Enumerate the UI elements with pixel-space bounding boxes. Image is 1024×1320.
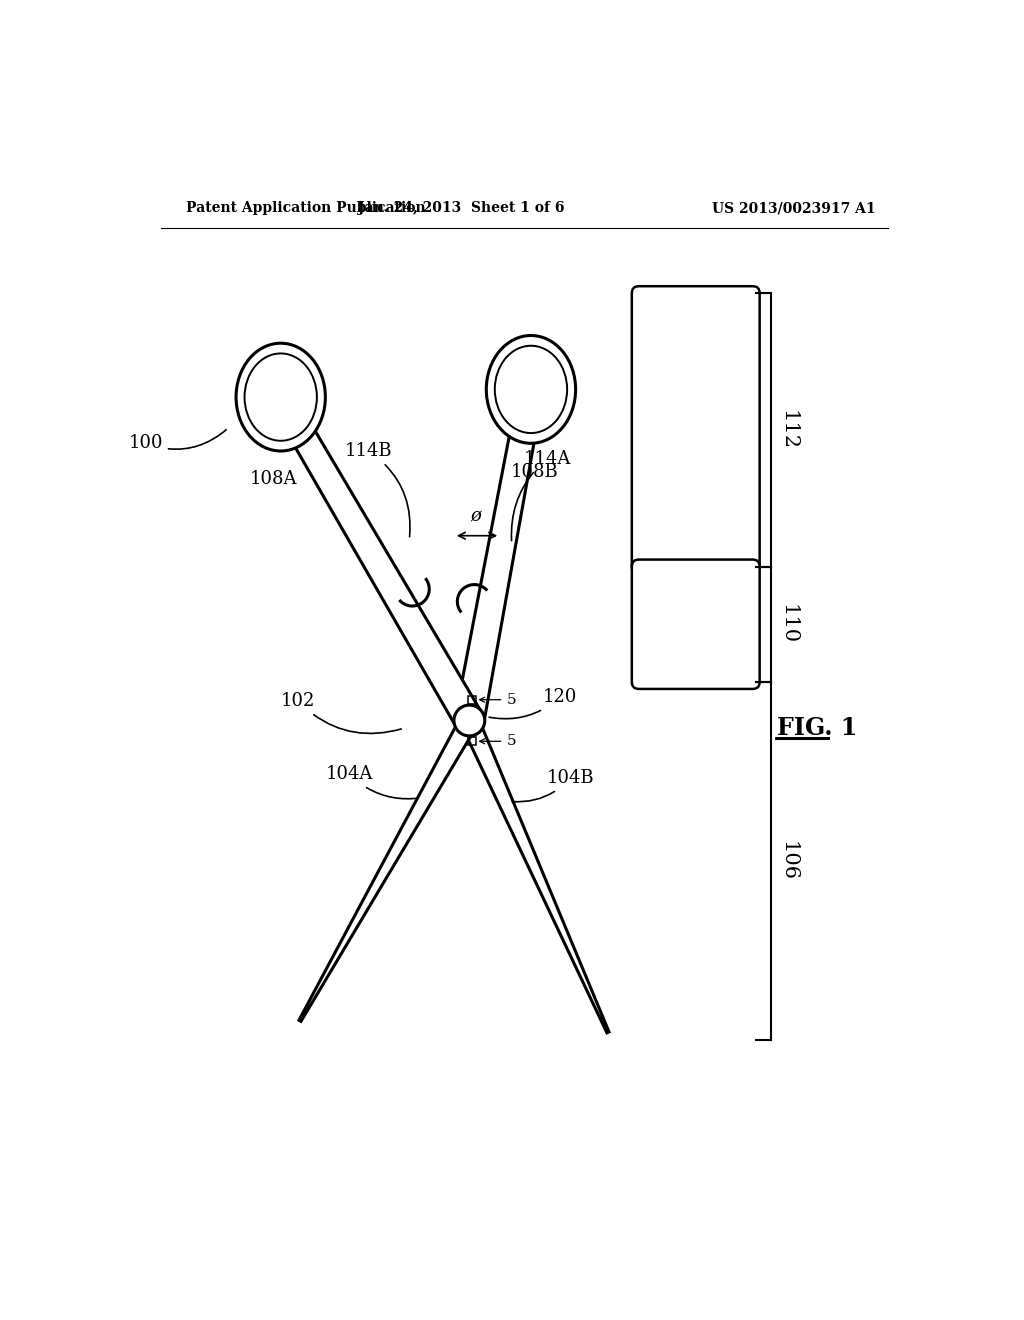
Text: 114B: 114B (345, 442, 410, 537)
Circle shape (454, 705, 484, 737)
Text: US 2013/0023917 A1: US 2013/0023917 A1 (713, 202, 876, 215)
FancyBboxPatch shape (632, 560, 760, 689)
Ellipse shape (245, 354, 316, 441)
Bar (468, 696, 475, 704)
Bar (468, 738, 475, 744)
Text: 100: 100 (128, 430, 226, 453)
Text: Jan. 24, 2013  Sheet 1 of 6: Jan. 24, 2013 Sheet 1 of 6 (358, 202, 565, 215)
Text: 120: 120 (489, 689, 577, 718)
Polygon shape (299, 715, 477, 1022)
Text: 110: 110 (779, 605, 798, 644)
Text: 108B: 108B (511, 462, 559, 480)
Polygon shape (455, 387, 543, 723)
Polygon shape (270, 391, 482, 727)
Text: Patent Application Publication: Patent Application Publication (186, 202, 426, 215)
Polygon shape (461, 717, 609, 1032)
Text: 114A: 114A (511, 450, 570, 541)
Text: 106: 106 (779, 841, 798, 880)
Text: 5: 5 (479, 693, 516, 706)
Ellipse shape (486, 335, 575, 444)
Ellipse shape (495, 346, 567, 433)
Text: 104B: 104B (512, 770, 594, 801)
Text: 108A: 108A (249, 470, 297, 488)
Text: 112: 112 (779, 409, 798, 450)
Text: 104A: 104A (326, 766, 421, 799)
Ellipse shape (237, 343, 326, 451)
Text: 5: 5 (479, 734, 516, 748)
Text: 102: 102 (281, 692, 401, 734)
Text: ø: ø (470, 507, 481, 525)
FancyBboxPatch shape (632, 286, 760, 573)
Text: FIG. 1: FIG. 1 (777, 717, 858, 741)
